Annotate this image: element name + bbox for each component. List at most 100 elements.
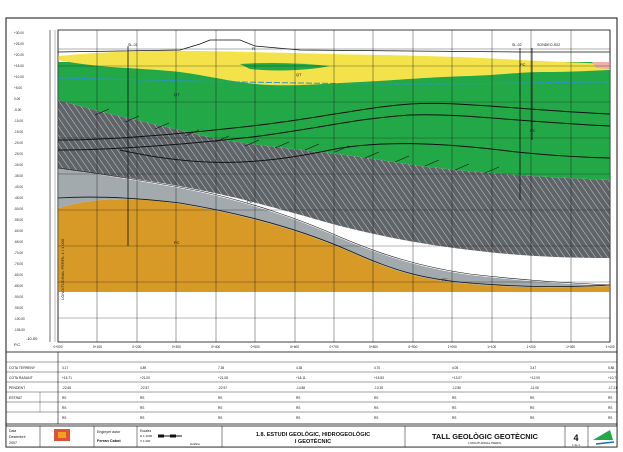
table-cell: +13.07	[452, 376, 462, 380]
elevation-label: -65.00	[14, 240, 23, 244]
elevation-label: -35.00	[14, 174, 23, 178]
unit-label: QT	[296, 72, 302, 77]
elevation-grid	[58, 65, 610, 319]
elevation-label: +30.00	[14, 31, 24, 35]
table-cell: +10.71	[608, 376, 618, 380]
table-cell: RS	[452, 416, 456, 420]
profile-vertical-label: LONGITUDINAL PERFIL 1 / 1 000	[60, 238, 65, 300]
table-cell: RS	[218, 396, 222, 400]
data-table	[5, 351, 618, 425]
elevation-ruler	[49, 30, 56, 342]
borehole-label: SL-02	[512, 43, 522, 47]
elevation-label: +25.00	[14, 42, 24, 46]
unit-label: PC	[530, 128, 536, 133]
elevation-label: +5.00	[14, 86, 22, 90]
elevation-label: -30.00	[14, 163, 23, 167]
study-title-line1: 1.8. ESTUDI GEOLÒGIC, HIDROGEOLÒGIC	[256, 430, 370, 438]
table-cell: -17.21	[608, 386, 617, 390]
elevation-label: -10.00	[14, 119, 23, 123]
sheet-number: 4	[573, 433, 578, 443]
table-cell: +18.11	[296, 376, 306, 380]
chainage-labels: 0+000 0+100 0+200 0+300 0+400 0+500 0+600 0+700…	[54, 345, 615, 349]
table-cell: +21.00	[140, 376, 150, 380]
layer-green-lens	[240, 62, 330, 71]
study-title-line2: I GEOTÈCNIC	[295, 437, 331, 445]
borehole-label: SL-01	[128, 43, 138, 47]
chainage-label: 0+900	[408, 345, 417, 349]
chainage-label: 1+400	[606, 345, 615, 349]
table-cell: -12.80	[452, 386, 461, 390]
table-cell: 4.38	[296, 366, 302, 370]
elevation-label: -70.00	[14, 251, 23, 255]
table-cell: RS	[140, 406, 144, 410]
table-cell: RS	[452, 396, 456, 400]
unit-labels: R QT QT PC PC PD PC PC	[174, 46, 536, 282]
elevation-label: -55.00	[14, 218, 23, 222]
table-cell: 5.88	[608, 366, 614, 370]
table-cell: RS	[374, 396, 378, 400]
table-cell: RS	[140, 416, 144, 420]
elevation-label: -90.00	[14, 295, 23, 299]
contact-lines	[57, 102, 611, 288]
table-cell: RS	[296, 396, 300, 400]
scale-label: Escales	[140, 429, 152, 433]
boreholes	[127, 46, 533, 246]
table-cell: -13.30	[374, 386, 383, 390]
scale-graphic: Gràfica	[190, 442, 200, 446]
unit-label: PC	[442, 277, 448, 282]
elevation-label: -100.00	[14, 317, 25, 321]
drawing-subtitle: LONGITUDINAL PERFIL	[468, 441, 502, 445]
table-cell: 4.70	[374, 366, 380, 370]
table-cell: -22.65	[62, 386, 71, 390]
elevation-label: -15.00	[14, 130, 23, 134]
table-cell: +21.08	[218, 376, 228, 380]
ground-line	[57, 39, 610, 53]
unit-label: R	[252, 46, 255, 51]
chainage-label: 0+500	[251, 345, 260, 349]
elevation-label: +20.00	[14, 53, 24, 57]
drawing-title: TALL GEOLÒGIC GEOTÈCNIC	[432, 432, 539, 441]
chainage-label: 0+400	[211, 345, 220, 349]
table-row-label: ESTRAT	[9, 396, 22, 400]
table-values: 3.17 4.89 7.35 4.38 4.70 4.05 3.47 5.88 +15.71 +2…	[62, 366, 618, 420]
table-row-labels: COTA TERRENY COTA RASANT PENDENT ESTRAT	[9, 366, 36, 400]
layer-pink	[592, 62, 610, 69]
table-cell: RS	[62, 406, 66, 410]
elevation-label: -50.00	[14, 207, 23, 211]
chainage-label: 0+100	[93, 345, 102, 349]
date-value: Desembre	[9, 435, 26, 439]
fault-ticks	[94, 108, 500, 174]
author-role: Enginyer autor	[97, 430, 121, 434]
title-block	[5, 425, 618, 448]
chainage-label: 0+200	[132, 345, 141, 349]
table-cell: RS	[530, 416, 534, 420]
chainage-label: 1+100	[487, 345, 496, 349]
layer-grey-clay	[58, 168, 610, 288]
elevation-label: -5.00	[14, 108, 21, 112]
elevation-label: -60.00	[14, 229, 23, 233]
chainage-label: 1+300	[566, 345, 575, 349]
table-cell: RS	[530, 396, 534, 400]
table-cell: 4.05	[452, 366, 458, 370]
scale-vertical: V 1:200	[140, 439, 151, 443]
chainage-label: 1+200	[527, 345, 536, 349]
unit-label: PD	[247, 199, 253, 204]
elevation-label: -105.00	[14, 328, 25, 332]
table-cell: RS	[296, 406, 300, 410]
table-cell: RS	[218, 406, 222, 410]
elevation-label: -95.00	[14, 306, 23, 310]
sheet-of: 1 de 1	[572, 443, 580, 447]
elevation-label: +15.00	[14, 64, 24, 68]
table-cell: RS	[374, 416, 378, 420]
unit-label: PC	[174, 240, 180, 245]
chainage-label: 0+300	[172, 345, 181, 349]
table-cell: RS	[452, 406, 456, 410]
table-cell: +12.09	[530, 376, 540, 380]
elevation-label: -25.00	[14, 152, 23, 156]
table-row-label: PENDENT	[9, 386, 25, 390]
table-row-label: COTA TERRENY	[9, 366, 36, 370]
table-cell: RS	[218, 416, 222, 420]
table-cell: RS	[608, 416, 612, 420]
elevation-labels: +30.00 +25.00 +20.00 +15.00 +10.00 +5.00 0.00 -…	[14, 31, 25, 332]
